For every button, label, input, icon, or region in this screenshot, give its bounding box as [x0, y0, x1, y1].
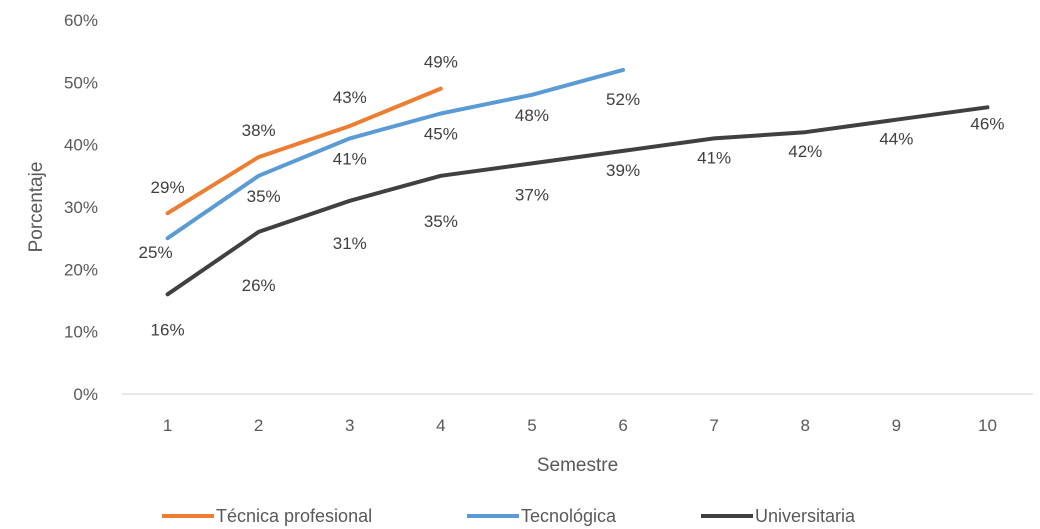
y-tick-label: 20% [64, 260, 98, 279]
data-label: 52% [606, 90, 640, 109]
data-label: 29% [151, 178, 185, 197]
y-tick-label: 50% [64, 73, 98, 92]
data-label: 43% [333, 88, 367, 107]
legend-label: Tecnológica [521, 506, 617, 526]
data-label: 35% [424, 212, 458, 231]
y-axis-ticks: 0% 10% 20% 30% 40% 50% 60% [64, 11, 98, 404]
y-tick-label: 10% [64, 323, 98, 342]
data-label: 45% [424, 125, 458, 144]
data-label: 38% [242, 121, 276, 140]
data-label: 49% [424, 53, 458, 72]
x-tick-label: 9 [892, 416, 901, 435]
data-label: 48% [515, 106, 549, 125]
data-label: 37% [515, 185, 549, 204]
x-tick-label: 1 [163, 416, 172, 435]
x-tick-label: 5 [527, 416, 536, 435]
series-line [165, 105, 990, 297]
data-label: 25% [139, 243, 173, 262]
x-axis-title: Semestre [537, 455, 618, 476]
data-labels: 29% 38% 43% 49% 25% 35% 41% 45% 48% 52% 16% 26% 31% 3… [139, 53, 1005, 340]
x-tick-label: 10 [978, 416, 997, 435]
data-label: 42% [788, 142, 822, 161]
data-label: 26% [242, 276, 276, 295]
y-tick-label: 0% [73, 385, 98, 404]
legend: Técnica profesional Tecnológica Universita… [162, 506, 856, 526]
data-label: 41% [333, 149, 367, 168]
series-line [165, 86, 443, 216]
y-axis-title: Porcentaje [26, 162, 47, 253]
legend-label: Universitaria [755, 506, 856, 526]
y-tick-label: 30% [64, 198, 98, 217]
data-label: 16% [151, 320, 185, 339]
x-axis-ticks: 1 2 3 4 5 6 7 8 9 10 [163, 416, 997, 435]
x-tick-label: 3 [345, 416, 354, 435]
y-tick-label: 60% [64, 11, 98, 30]
x-tick-label: 8 [801, 416, 810, 435]
x-tick-label: 4 [436, 416, 445, 435]
data-label: 44% [879, 130, 913, 149]
data-label: 35% [247, 187, 281, 206]
x-tick-label: 7 [709, 416, 718, 435]
data-label: 46% [970, 114, 1004, 133]
legend-label: Técnica profesional [216, 506, 372, 526]
data-label: 31% [333, 234, 367, 253]
data-label: 39% [606, 161, 640, 180]
x-tick-label: 6 [618, 416, 627, 435]
y-tick-label: 40% [64, 136, 98, 155]
x-tick-label: 2 [254, 416, 263, 435]
data-label: 41% [697, 148, 731, 167]
series-lines [165, 67, 990, 297]
series-line [165, 67, 625, 241]
